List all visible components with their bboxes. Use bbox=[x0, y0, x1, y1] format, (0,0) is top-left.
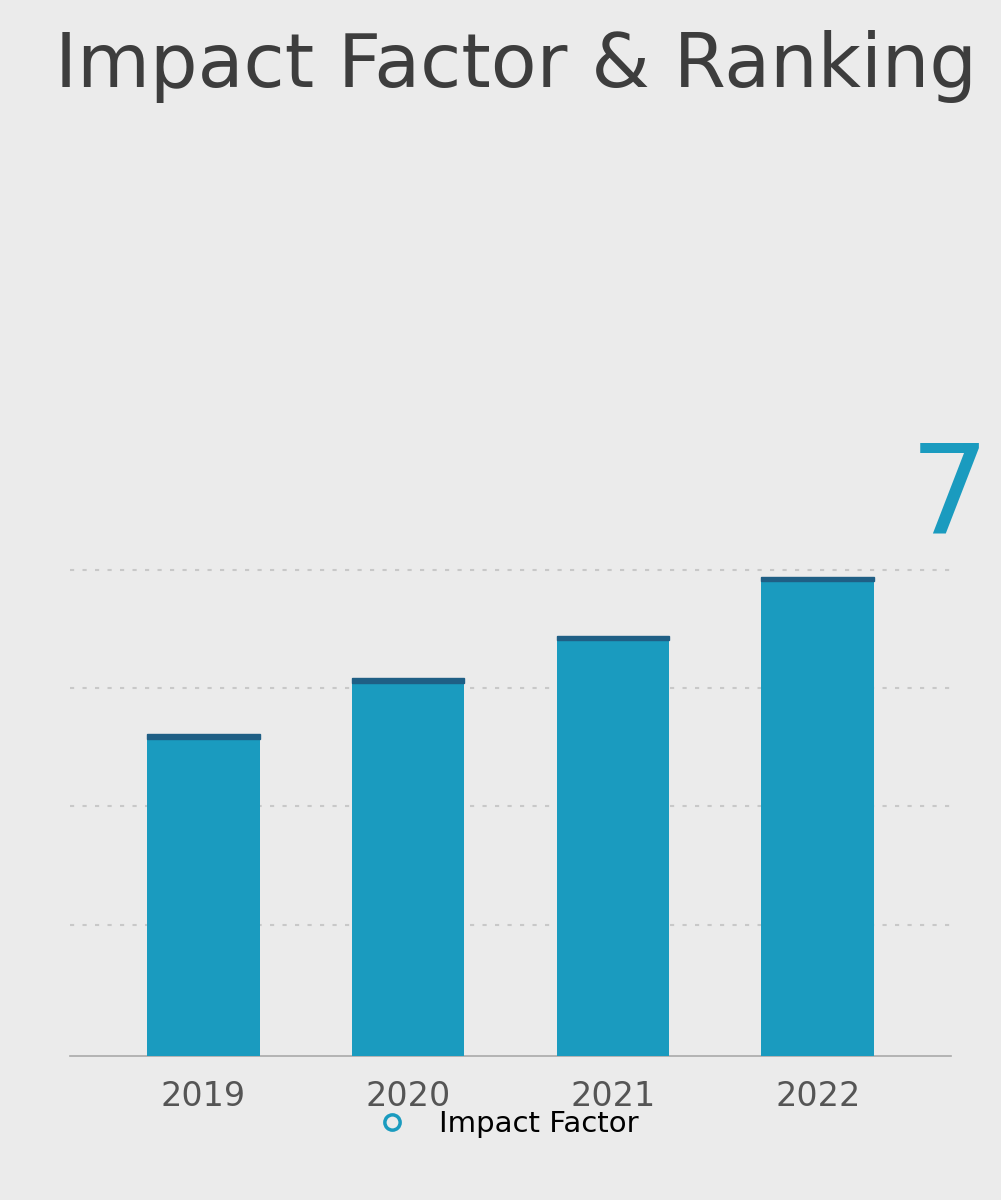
Bar bbox=[351, 678, 464, 1056]
Text: Impact Factor & Ranking: Impact Factor & Ranking bbox=[55, 30, 977, 103]
Bar bbox=[351, 678, 464, 683]
Bar bbox=[762, 576, 874, 581]
Bar bbox=[762, 576, 874, 1056]
Bar bbox=[147, 734, 259, 739]
Bar bbox=[557, 636, 670, 1056]
Bar bbox=[147, 734, 259, 1056]
Text: 7.3: 7.3 bbox=[910, 439, 1001, 560]
Legend: Impact Factor: Impact Factor bbox=[351, 1098, 650, 1150]
Bar bbox=[557, 636, 670, 641]
